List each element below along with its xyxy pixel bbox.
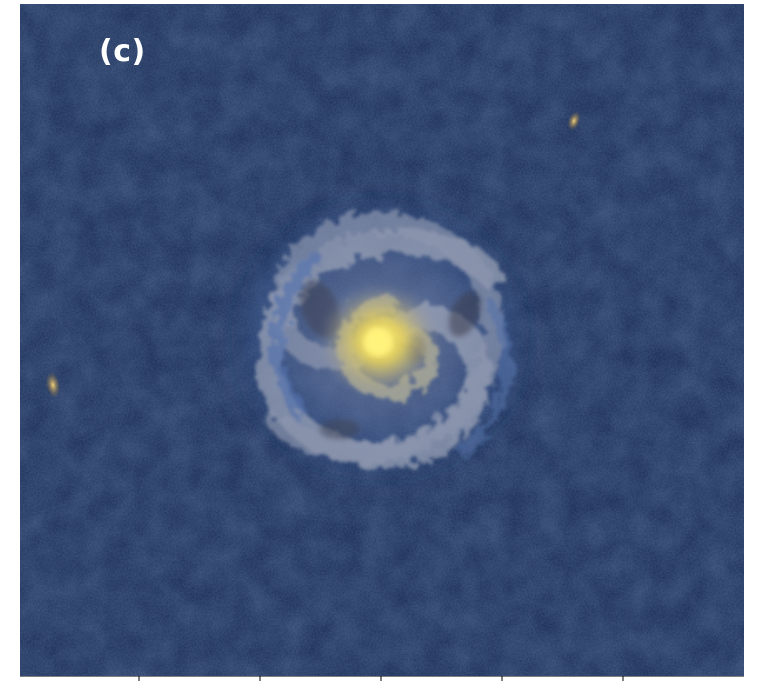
satellite-object-upper-right <box>567 111 581 131</box>
satellite-object-left <box>45 372 61 398</box>
galaxy <box>222 189 538 489</box>
galaxy-image-panel: (c) <box>20 4 744 676</box>
panel-label: (c) <box>99 34 146 69</box>
bottom-axis <box>20 676 744 681</box>
galaxy-nucleus <box>364 328 392 356</box>
galaxy-image <box>20 4 744 676</box>
